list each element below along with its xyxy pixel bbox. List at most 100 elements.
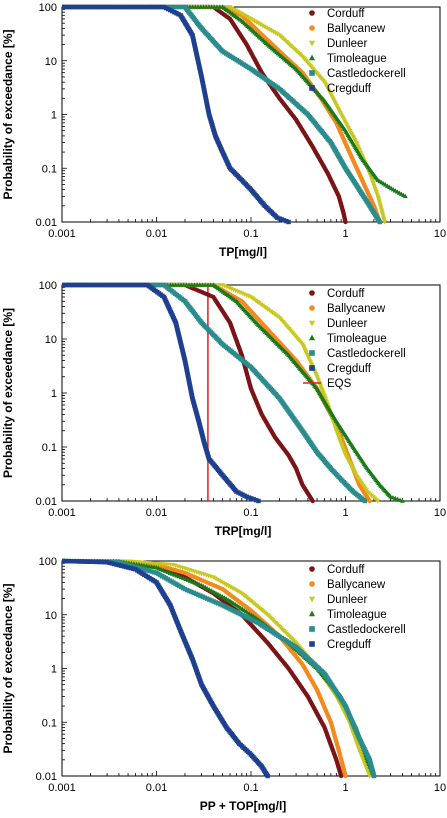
- y-axis-label: Probability of exceedance [%]: [1, 583, 15, 753]
- y-tick-label: 10: [45, 610, 57, 622]
- point-cregduff: [86, 282, 91, 288]
- y-axis-label: Probability of exceedance [%]: [1, 308, 15, 478]
- y-axis-label: Probability of exceedance [%]: [1, 29, 15, 199]
- point-dunleer: [367, 774, 373, 779]
- x-tick-label: 0.01: [146, 228, 167, 240]
- point-cregduff: [286, 219, 291, 225]
- y-tick-label: 100: [39, 2, 57, 14]
- y-tick-label: 0.1: [42, 717, 57, 729]
- point-cregduff: [102, 4, 108, 10]
- legend-marker-dunleer: [308, 40, 316, 47]
- point-castledockerell: [123, 562, 129, 567]
- point-cregduff: [253, 497, 259, 503]
- x-tick-label: 0.01: [146, 782, 167, 794]
- point-castledockerell: [144, 568, 150, 573]
- point-cregduff: [121, 4, 126, 10]
- point-corduff: [338, 773, 344, 779]
- point-castledockerell: [215, 601, 221, 606]
- legend-label-timoleague: Timoleague: [327, 609, 387, 621]
- point-cregduff: [65, 282, 70, 288]
- point-cregduff: [67, 559, 73, 564]
- y-tick-label: 0.1: [42, 163, 57, 175]
- point-cregduff: [73, 559, 78, 564]
- point-cregduff: [62, 282, 67, 288]
- point-cregduff: [62, 4, 67, 10]
- series-layer: [62, 4, 408, 225]
- point-castledockerell: [191, 590, 196, 596]
- point-cregduff: [92, 4, 97, 10]
- point-corduff: [310, 498, 315, 504]
- point-dunleer: [382, 220, 388, 225]
- point-castledockerell: [207, 597, 212, 602]
- point-cregduff: [119, 563, 124, 568]
- point-cregduff: [281, 218, 287, 223]
- y-tick-label: 1: [51, 388, 57, 400]
- legend-marker-corduff: [309, 10, 315, 16]
- x-tick-label: 10: [434, 782, 446, 794]
- point-timoleague: [399, 498, 405, 503]
- point-cregduff: [123, 282, 129, 288]
- point-castledockerell: [182, 586, 188, 592]
- point-cregduff: [137, 282, 142, 288]
- point-castledockerell: [119, 560, 124, 566]
- point-timoleague: [402, 193, 408, 199]
- point-cregduff: [86, 4, 92, 10]
- legend-label-cregduff: Cregduff: [327, 363, 372, 375]
- point-cregduff: [86, 559, 91, 564]
- point-cregduff: [129, 4, 134, 10]
- legend-label-dunleer: Dunleer: [327, 594, 367, 606]
- point-cregduff: [137, 4, 143, 10]
- point-cregduff: [62, 558, 67, 564]
- point-castledockerell: [213, 600, 219, 605]
- legend-marker-timoleague: [308, 54, 316, 61]
- point-cregduff: [279, 217, 285, 222]
- point-cregduff: [116, 4, 121, 10]
- legend-marker-cregduff: [309, 641, 315, 647]
- point-castledockerell: [377, 219, 382, 225]
- point-castledockerell: [116, 559, 122, 565]
- point-ballycanew: [343, 773, 348, 779]
- point-castledockerell: [159, 282, 164, 288]
- point-castledockerell: [204, 596, 210, 601]
- series-cregduff: [62, 282, 261, 504]
- point-corduff: [343, 219, 348, 225]
- point-castledockerell: [142, 567, 147, 572]
- legend: Corduff Ballycanew Dunleer Timoleague Castle…: [308, 8, 406, 95]
- legend-marker-dunleer: [308, 596, 316, 603]
- legend-marker-corduff: [309, 566, 315, 572]
- legend-label-ballycanew: Ballycanew: [327, 579, 386, 591]
- point-cregduff: [81, 559, 86, 564]
- point-cregduff: [246, 495, 252, 500]
- point-cregduff: [142, 282, 147, 288]
- legend-marker-ballycanew: [309, 581, 315, 587]
- point-castledockerell: [189, 589, 194, 595]
- point-castledockerell: [147, 568, 152, 574]
- point-cregduff: [113, 282, 118, 288]
- point-cregduff: [265, 773, 270, 779]
- point-cregduff: [73, 4, 78, 10]
- legend-marker-ballycanew: [309, 25, 315, 31]
- point-cregduff: [100, 4, 105, 10]
- point-cregduff: [128, 565, 133, 571]
- point-cregduff: [121, 282, 126, 288]
- point-cregduff: [118, 4, 124, 10]
- point-cregduff: [121, 564, 126, 569]
- point-cregduff: [118, 282, 123, 288]
- legend-label-cregduff: Cregduff: [327, 83, 372, 95]
- point-cregduff: [78, 559, 83, 564]
- point-cregduff: [113, 4, 118, 10]
- legend-label-castledockerell: Castledockerell: [327, 68, 406, 80]
- x-tick-label: 0.001: [48, 507, 76, 519]
- legend-label-eqs: EQS: [327, 378, 352, 390]
- x-tick-label: 1: [342, 228, 348, 240]
- point-cregduff: [110, 282, 115, 288]
- point-cregduff: [275, 215, 280, 220]
- point-cregduff: [148, 4, 153, 10]
- x-tick-label: 1: [342, 782, 348, 794]
- point-cregduff: [132, 4, 137, 10]
- point-castledockerell: [202, 595, 208, 600]
- legend-marker-ballycanew: [309, 305, 315, 311]
- y-tick-label: 1: [51, 664, 57, 676]
